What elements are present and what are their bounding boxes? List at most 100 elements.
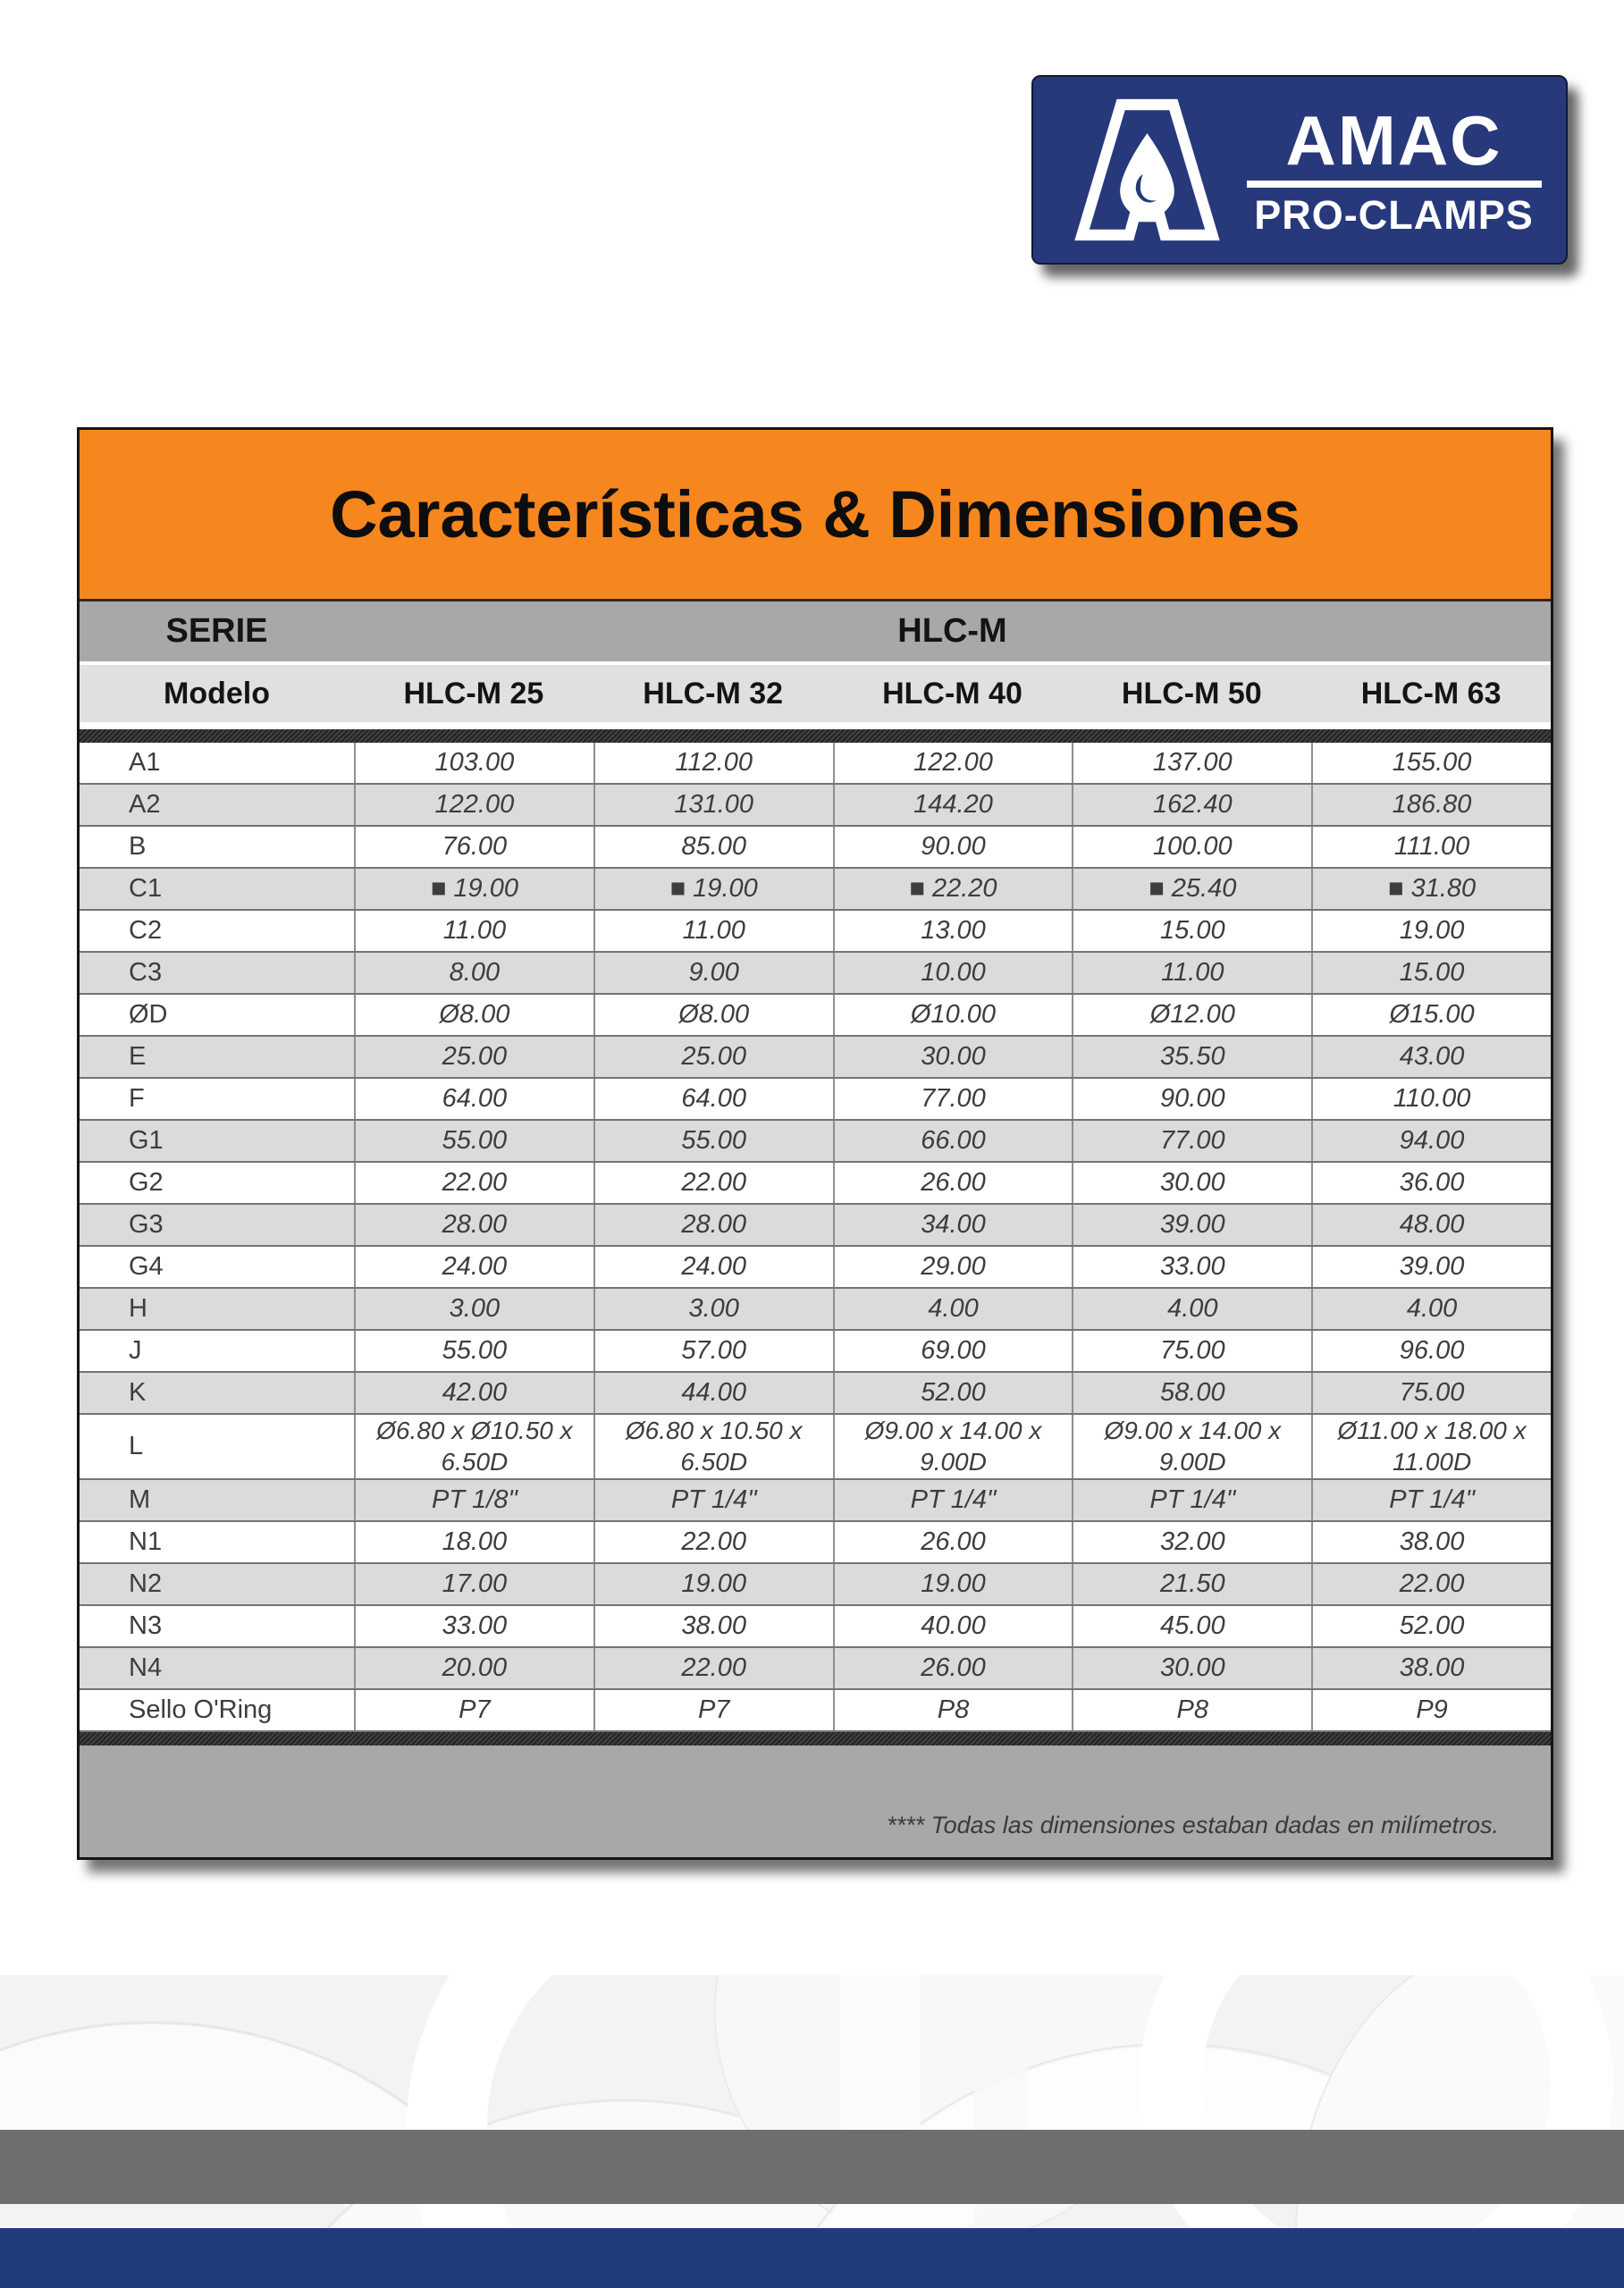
row-value: 90.00 (1072, 1079, 1311, 1119)
row-value: PT 1/8" (354, 1480, 593, 1520)
row-value: 57.00 (593, 1331, 833, 1371)
row-value: 52.00 (832, 1373, 1073, 1413)
footer-blue-band (0, 2228, 1624, 2288)
row-label: ØD (129, 1000, 168, 1029)
row-value: 11.00 (593, 911, 833, 951)
row-value: 22.00 (1311, 1564, 1551, 1604)
table-row: B 76.00 85.00 90.00 100.00 111.00 (80, 827, 1551, 869)
row-value: 33.00 (1072, 1247, 1311, 1287)
row-value: 35.50 (1072, 1037, 1311, 1077)
row-label: N2 (129, 1569, 163, 1598)
row-value: 30.00 (1072, 1648, 1311, 1688)
row-value: 77.00 (1072, 1121, 1311, 1161)
row-label: F (129, 1084, 145, 1113)
row-value: 20.00 (354, 1648, 593, 1688)
row-value: 186.80 (1311, 785, 1551, 825)
table-row: N3 33.00 38.00 40.00 45.00 52.00 (80, 1606, 1551, 1648)
row-value: 3.00 (354, 1289, 593, 1329)
row-value: 76.00 (354, 827, 593, 867)
table-row: N2 17.00 19.00 19.00 21.50 22.00 (80, 1564, 1551, 1606)
row-value: 21.50 (1072, 1564, 1311, 1604)
table-row: A1 103.00 112.00 122.00 137.00 155.00 (80, 743, 1551, 785)
serie-value: HLC-M (897, 612, 1007, 650)
row-value: 17.00 (354, 1564, 593, 1604)
thick-divider (80, 1732, 1551, 1745)
row-value: 3.00 (593, 1289, 833, 1329)
row-value: 66.00 (832, 1121, 1073, 1161)
row-value: 112.00 (593, 743, 833, 783)
row-label: G3 (129, 1210, 164, 1239)
row-value: 30.00 (832, 1037, 1073, 1077)
row-value: 13.00 (832, 911, 1073, 951)
table-row: E 25.00 25.00 30.00 35.50 43.00 (80, 1037, 1551, 1079)
row-value: 8.00 (354, 953, 593, 993)
column-header: HLC-M 40 (882, 676, 1022, 711)
table-row: C3 8.00 9.00 10.00 11.00 15.00 (80, 953, 1551, 995)
row-value: 94.00 (1311, 1121, 1551, 1161)
row-value: 22.00 (354, 1163, 593, 1203)
row-value: 11.00 (1072, 953, 1311, 993)
row-value: 90.00 (832, 827, 1073, 867)
table-row: M PT 1/8" PT 1/4" PT 1/4" PT 1/4" PT 1/4" (80, 1480, 1551, 1522)
row-value: 111.00 (1311, 827, 1551, 867)
table-row: N1 18.00 22.00 26.00 32.00 38.00 (80, 1522, 1551, 1564)
divider-gap (80, 722, 1551, 729)
row-value: 38.00 (1311, 1648, 1551, 1688)
table-row: C1 ■ 19.00 ■ 19.00 ■ 22.20 ■ 25.40 ■ 31.80 (80, 869, 1551, 911)
row-label: C1 (129, 874, 163, 903)
row-value: 19.00 (832, 1564, 1073, 1604)
row-value: 39.00 (1311, 1247, 1551, 1287)
table-row: H 3.00 3.00 4.00 4.00 4.00 (80, 1289, 1551, 1331)
row-value: 36.00 (1311, 1163, 1551, 1203)
row-value: 162.40 (1072, 785, 1311, 825)
row-label: L (129, 1432, 144, 1460)
row-value: 122.00 (832, 743, 1073, 783)
brand-logo: AMAC PRO-CLAMPS (1031, 75, 1568, 265)
row-value: Ø6.80 x 10.50 x 6.50D (593, 1415, 833, 1478)
row-value: ■ 19.00 (354, 869, 593, 909)
row-value: 38.00 (593, 1606, 833, 1646)
row-value: Ø11.00 x 18.00 x 11.00D (1311, 1415, 1551, 1478)
row-label: J (129, 1336, 142, 1365)
row-value: ■ 22.20 (832, 869, 1073, 909)
row-label: N4 (129, 1653, 163, 1682)
row-value: ■ 19.00 (593, 869, 833, 909)
logo-text: AMAC PRO-CLAMPS (1243, 105, 1544, 235)
row-value: 10.00 (832, 953, 1073, 993)
row-value: 40.00 (832, 1606, 1073, 1646)
row-label: C2 (129, 916, 163, 945)
row-value: 48.00 (1311, 1205, 1551, 1245)
row-label: G2 (129, 1168, 164, 1197)
footer-gray-band (0, 2130, 1624, 2204)
row-label: K (129, 1378, 147, 1407)
row-value: 155.00 (1311, 743, 1551, 783)
table-header-row: Modelo HLC-M 25 HLC-M 32 HLC-M 40 HLC-M … (80, 665, 1551, 722)
table-row: G4 24.00 24.00 29.00 33.00 39.00 (80, 1247, 1551, 1289)
row-value: 15.00 (1072, 911, 1311, 951)
column-header: HLC-M 50 (1121, 676, 1262, 711)
table-row: F 64.00 64.00 77.00 90.00 110.00 (80, 1079, 1551, 1121)
row-value: P7 (354, 1690, 593, 1730)
row-value: 22.00 (593, 1163, 833, 1203)
row-value: 131.00 (593, 785, 833, 825)
row-value: Ø10.00 (832, 995, 1073, 1035)
row-value: P9 (1311, 1690, 1551, 1730)
row-label: N3 (129, 1611, 163, 1640)
divider-gap (80, 661, 1551, 665)
logo-subtitle-text: PRO-CLAMPS (1254, 191, 1534, 238)
row-value: 55.00 (593, 1121, 833, 1161)
row-value: P7 (593, 1690, 833, 1730)
row-value: 38.00 (1311, 1522, 1551, 1562)
row-value: 26.00 (832, 1522, 1073, 1562)
row-value: PT 1/4" (832, 1480, 1073, 1520)
column-header: HLC-M 63 (1360, 676, 1502, 711)
table-row: ØD Ø8.00 Ø8.00 Ø10.00 Ø12.00 Ø15.00 (80, 995, 1551, 1037)
row-label: G4 (129, 1252, 164, 1281)
row-value: 11.00 (354, 911, 593, 951)
row-value: 29.00 (832, 1247, 1073, 1287)
table-row: L Ø6.80 x Ø10.50 x 6.50D Ø6.80 x 10.50 x 6… (80, 1415, 1551, 1480)
column-header-modelo: Modelo (164, 676, 270, 711)
row-value: 26.00 (832, 1648, 1073, 1688)
logo-underline (1246, 180, 1542, 188)
